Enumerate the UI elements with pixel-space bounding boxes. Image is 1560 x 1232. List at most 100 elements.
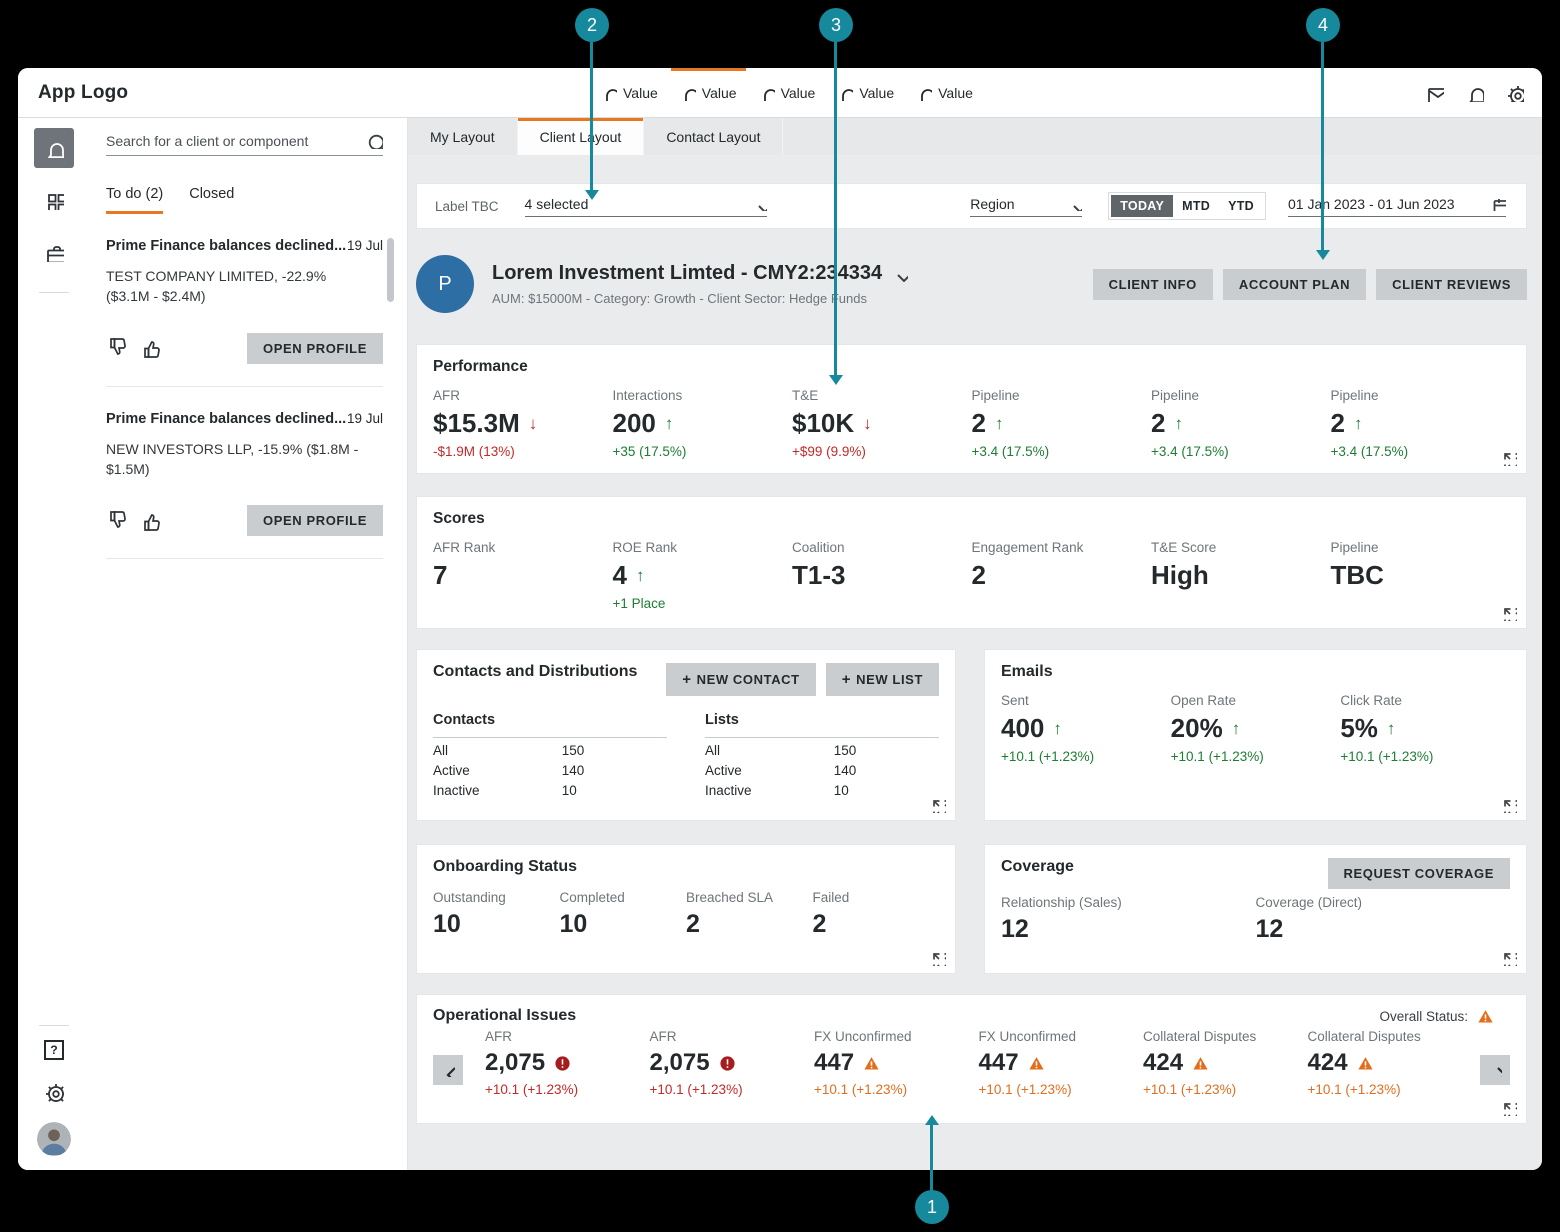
date-range-field[interactable]: 01 Jan 2023 - 01 Jun 2023	[1288, 196, 1506, 217]
metric-change: +10.1 (+1.23%)	[1001, 749, 1095, 764]
new-contact-button[interactable]: + NEW CONTACT	[666, 663, 816, 696]
open-profile-button[interactable]: OPEN PROFILE	[247, 332, 383, 364]
metric-coverage-direct: Coverage (Direct) 12	[1256, 895, 1511, 944]
nav-item-value-1[interactable]: Value	[590, 68, 669, 117]
expand-icon[interactable]	[930, 950, 951, 971]
contacts-table: Contacts All 150 Active 140 Inactive 10	[433, 712, 667, 798]
tab-contact-layout[interactable]: Contact Layout	[644, 118, 784, 155]
chevron-down-icon	[757, 204, 767, 211]
region-dropdown[interactable]: Region	[970, 196, 1083, 217]
error-icon	[554, 1055, 571, 1072]
notification-body: TEST COMPANY LIMITED, -22.9% ($3.1M - $2…	[106, 268, 327, 305]
account-plan-button[interactable]: ACCOUNT PLAN	[1222, 268, 1367, 300]
tab-my-layout[interactable]: My Layout	[408, 118, 518, 155]
expand-icon[interactable]	[1501, 950, 1522, 971]
client-info-button[interactable]: CLIENT INFO	[1092, 268, 1213, 300]
bell-icon	[683, 88, 696, 101]
expand-icon[interactable]	[1501, 605, 1522, 626]
expand-icon[interactable]	[930, 797, 951, 818]
gear-icon[interactable]	[1506, 84, 1524, 102]
thumbs-up-icon[interactable]	[140, 338, 160, 358]
table-row: Active 140	[705, 763, 939, 778]
expand-icon[interactable]	[1501, 1100, 1522, 1121]
client-header: P Lorem Investment Limted - CMY2:234334 …	[416, 255, 1527, 313]
metric-afr-rank: AFR Rank 7	[433, 540, 613, 611]
metric-label: T&E Score	[1151, 540, 1217, 555]
sidebar-tabs: To do (2) Closed	[106, 186, 383, 214]
request-coverage-button[interactable]: REQUEST COVERAGE	[1327, 858, 1510, 889]
nav-item-value-3[interactable]: Value	[748, 68, 827, 117]
metric-change: +10.1 (+1.23%)	[978, 1082, 1072, 1097]
rail-briefcase-button[interactable]	[34, 232, 74, 272]
open-profile-button[interactable]: OPEN PROFILE	[247, 505, 383, 537]
search-input[interactable]	[106, 132, 366, 149]
notification-body: NEW INVESTORS LLP, -15.9% ($1.8M - $1.5M…	[106, 440, 359, 477]
expand-icon[interactable]	[1501, 797, 1522, 818]
mail-icon[interactable]	[1426, 84, 1444, 102]
scroll-left-button[interactable]	[433, 1055, 463, 1085]
table-row: Active 140	[433, 763, 667, 778]
toggle-mtd[interactable]: MTD	[1182, 199, 1211, 213]
metric-relationship-sales: Relationship (Sales) 12	[1001, 895, 1256, 944]
search-icon[interactable]	[366, 132, 383, 149]
up-arrow-icon: ↑	[994, 413, 1004, 433]
bell-icon[interactable]	[1466, 84, 1484, 102]
thumbs-up-icon[interactable]	[140, 511, 160, 531]
metric-value: $10K	[792, 408, 855, 438]
client-reviews-button[interactable]: CLIENT REVIEWS	[1376, 268, 1527, 300]
expand-icon[interactable]	[1501, 450, 1522, 471]
scroll-right-button[interactable]	[1480, 1055, 1510, 1085]
metric-label: Open Rate	[1170, 693, 1236, 708]
new-list-button[interactable]: + NEW LIST	[825, 663, 939, 696]
table-row: Inactive 10	[433, 783, 667, 798]
toggle-today[interactable]: TODAY	[1111, 195, 1174, 217]
notification-card: Prime Finance balances declined... 19 Ju…	[106, 214, 383, 387]
thumbs-down-icon[interactable]	[106, 338, 126, 358]
metric-afr-issues: AFR 2,075 +10.1 (+1.23%)	[650, 1029, 815, 1097]
metric-label: Failed	[812, 890, 850, 905]
row-label: Inactive	[433, 783, 480, 798]
metric-label: AFR	[649, 1029, 677, 1044]
nav-item-label: Value	[780, 84, 816, 101]
person-photo	[37, 1122, 71, 1156]
help-icon[interactable]: ?	[44, 1040, 64, 1060]
nav-item-value-2[interactable]: Value	[669, 68, 748, 117]
nav-item-value-4[interactable]: Value	[826, 68, 905, 117]
plus-icon: +	[841, 671, 852, 688]
metric-afr: AFR $15.3M ↓ -$1.9M (13%)	[433, 388, 613, 459]
rail-notifications-button[interactable]	[34, 128, 74, 168]
metric-pipeline-score: Pipeline TBC	[1331, 540, 1511, 611]
rail-dashboard-button[interactable]	[34, 180, 74, 220]
metric-label: Pipeline	[1151, 388, 1200, 403]
gear-icon[interactable]	[44, 1082, 64, 1102]
thumbs-down-icon[interactable]	[106, 510, 126, 531]
filter-bar: Label TBC 4 selected Region TODAY MTD	[416, 183, 1527, 229]
metric-roe-rank: ROE Rank 4 ↑ +1 Place	[613, 540, 793, 611]
header-icons	[1426, 68, 1524, 117]
tab-closed[interactable]: Closed	[189, 186, 235, 202]
nav-item-value-5[interactable]: Value	[905, 68, 984, 117]
callout-3-arrowhead	[829, 375, 843, 385]
sidebar-scrollbar[interactable]	[387, 238, 394, 302]
metric-pipeline: Pipeline 2 ↑ +3.4 (17.5%)	[1331, 388, 1511, 459]
metric-collateral-disputes: Collateral Disputes 424 +10.1 (+1.23%)	[1143, 1029, 1308, 1097]
table-row: All 150	[705, 743, 939, 758]
bell-icon	[48, 142, 64, 158]
sidebar-content: To do (2) Closed Prime Finance balances …	[90, 118, 407, 1170]
selected-dropdown[interactable]: 4 selected	[524, 196, 767, 217]
tab-client-layout[interactable]: Client Layout	[517, 118, 645, 155]
notification-date: 19 Jul	[346, 238, 383, 253]
tab-todo[interactable]: To do (2)	[106, 186, 164, 214]
up-arrow-icon: ↑	[635, 565, 645, 585]
metric-change: +10.1 (+1.23%)	[485, 1082, 579, 1097]
chevron-down-icon[interactable]	[892, 266, 909, 282]
toggle-ytd[interactable]: YTD	[1228, 199, 1254, 213]
metric-completed: Completed 10	[560, 890, 687, 939]
card-title: Scores	[433, 510, 485, 527]
metric-value: 12	[1001, 915, 1029, 943]
metric-label: Coverage (Direct)	[1255, 895, 1363, 910]
metric-label: AFR Rank	[433, 540, 496, 555]
callout-3-line	[834, 42, 837, 375]
emails-card: Emails Sent 400 ↑ +10.1 (+1.23%) Open Rat…	[984, 649, 1527, 821]
user-avatar[interactable]	[37, 1122, 71, 1156]
